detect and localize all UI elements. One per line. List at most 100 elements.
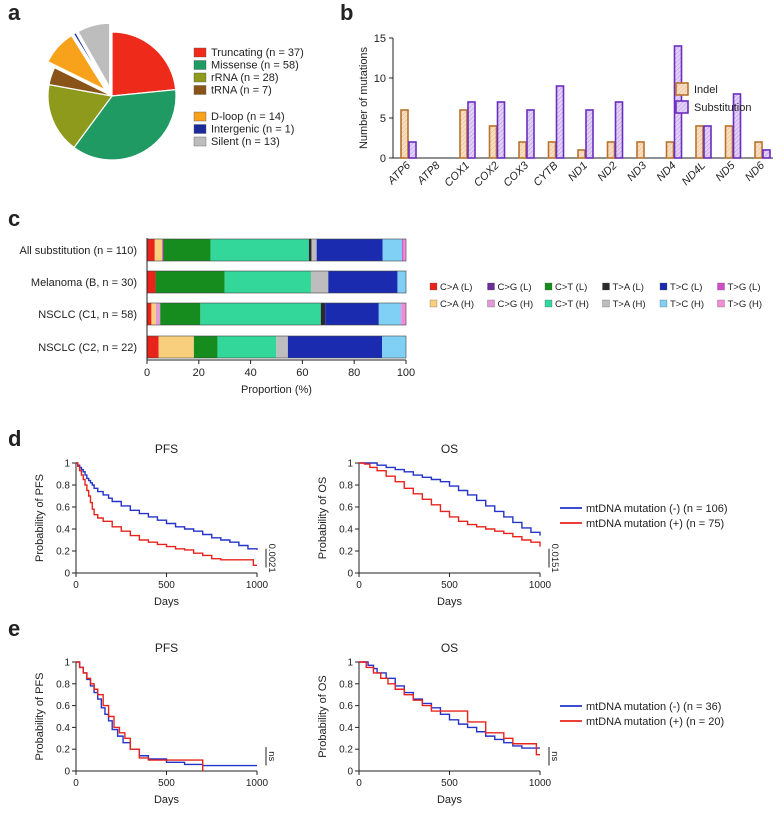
panel-e-pfs-km: PFS 0 0.2 0.4 0.6 0.8 1 0 500 1000 Days Probability…: [34, 641, 277, 806]
c-legend-label: C>A (H): [440, 299, 474, 310]
c-segment: [401, 303, 406, 325]
c-legend-label: C>G (L): [498, 282, 532, 293]
c-segment: [162, 239, 164, 261]
b-x-tick-label: ATP6: [385, 159, 414, 188]
b-y-tick-label: 5: [380, 113, 386, 125]
c-segment: [158, 336, 194, 358]
km-x-axis-label: Days: [437, 596, 463, 608]
c-segment: [200, 303, 321, 325]
bar-indel: [606, 141, 616, 159]
km-legend-label: mtDNA mutation (+) (n = 75): [586, 518, 724, 530]
b-x-tick-label: COX1: [442, 160, 472, 190]
b-legend-swatch-substitution: [675, 100, 689, 114]
b-y-tick-label: 10: [374, 73, 386, 85]
km-x-axis-label: Days: [154, 794, 180, 806]
bar-substitution: [467, 101, 476, 159]
km-title: OS: [441, 641, 458, 655]
bar-substitution: [496, 101, 506, 159]
c-legend-label: T>A (L): [613, 282, 644, 293]
c-legend-swatch: [717, 282, 725, 291]
km-title: PFS: [155, 442, 178, 456]
c-legend-label: C>T (H): [555, 299, 589, 310]
km-x-tick-label: 500: [158, 580, 175, 591]
c-segment: [210, 239, 309, 261]
km-y-tick-label: 0.2: [339, 745, 353, 756]
km-x-tick-label: 0: [356, 778, 362, 789]
km-y-axis-label: Probability of PFS: [34, 474, 46, 562]
km-curve-mutation-negative: [76, 661, 257, 767]
km-y-tick-label: 0.6: [56, 503, 70, 514]
panel-label-b: b: [340, 0, 353, 25]
km-y-tick-label: 1: [347, 658, 353, 669]
km-x-tick-label: 0: [73, 778, 79, 789]
km-curve-mutation-positive: [359, 661, 540, 756]
c-segment: [316, 239, 383, 261]
km-y-tick-label: 0.6: [56, 701, 70, 712]
km-y-axis-label: Probability of OS: [317, 675, 329, 758]
c-legend-label: T>C (H): [670, 299, 704, 310]
c-segment: [325, 303, 379, 325]
c-segment: [155, 271, 225, 293]
km-y-tick-label: 0.6: [339, 701, 353, 712]
c-legend-swatch: [429, 299, 438, 308]
km-legend-label: mtDNA mutation (+) (n = 20): [586, 716, 724, 728]
km-y-tick-label: 0.4: [339, 723, 353, 734]
km-y-tick-label: 0.8: [56, 679, 70, 690]
legend-swatch-silent: [193, 136, 207, 147]
km-x-tick-label: 1000: [246, 778, 269, 789]
pie-slice-silent: [77, 22, 111, 90]
km-x-tick-label: 500: [158, 778, 175, 789]
c-x-tick-label: 100: [397, 367, 415, 379]
km-y-tick-label: 0.2: [339, 547, 353, 558]
bar-indel: [459, 109, 468, 159]
c-row-label: Melanoma (B, n = 30): [31, 277, 137, 289]
km-curve-mutation-positive: [76, 462, 257, 566]
pie-slice-rrna: [47, 83, 114, 149]
km-curve-mutation-positive: [359, 462, 541, 547]
c-segment: [403, 239, 406, 261]
c-legend-swatch: [487, 282, 495, 291]
c-row-label: All substitution (n = 110): [20, 245, 138, 257]
km-pvalue: 0.0151: [549, 544, 560, 573]
bar-indel: [665, 141, 675, 159]
b-legend-label-substitution: Substitution: [694, 102, 751, 114]
c-legend-swatch: [659, 299, 668, 308]
bar-substitution: [408, 141, 417, 159]
c-x-tick-label: 40: [244, 367, 256, 379]
km-pvalue: ns: [266, 751, 277, 761]
km-y-tick-label: 0.4: [339, 525, 353, 536]
km-x-tick-label: 500: [441, 778, 458, 789]
c-segment: [193, 336, 218, 358]
km-legend-label: mtDNA mutation (-) (n = 36): [586, 701, 721, 713]
bar-substitution: [555, 85, 565, 159]
c-segment: [287, 336, 383, 358]
legend-label-silent: Silent (n = 13): [211, 136, 280, 148]
km-x-tick-label: 0: [73, 580, 79, 591]
b-x-tick-label: ND5: [714, 159, 739, 184]
c-legend-swatch: [602, 282, 610, 291]
c-segment: [163, 239, 211, 261]
b-x-tick-label: COX3: [501, 159, 531, 189]
c-segment: [147, 303, 152, 325]
bar-indel: [577, 149, 586, 159]
legend-swatch-dloop: [193, 111, 207, 122]
b-legend-swatch-indel: [675, 82, 689, 96]
c-legend-label: C>T (L): [555, 282, 587, 293]
km-curve-mutation-negative: [359, 462, 541, 536]
km-pvalue: ns: [549, 751, 560, 761]
c-legend-swatch: [659, 282, 668, 291]
c-segment: [217, 336, 277, 358]
c-segment: [155, 303, 161, 325]
c-segment: [328, 271, 398, 293]
km-y-tick-label: 0: [64, 767, 70, 778]
km-x-axis-label: Days: [437, 794, 463, 806]
b-x-tick-label: COX2: [472, 160, 502, 190]
km-x-tick-label: 1000: [529, 778, 552, 789]
km-x-tick-label: 1000: [529, 580, 552, 591]
km-x-tick-label: 0: [356, 580, 362, 591]
c-segment: [151, 303, 156, 325]
bar-indel: [724, 125, 734, 159]
b-legend-label-indel: Indel: [694, 84, 718, 96]
c-segment: [320, 303, 326, 325]
km-curve-mutation-negative: [359, 661, 540, 749]
